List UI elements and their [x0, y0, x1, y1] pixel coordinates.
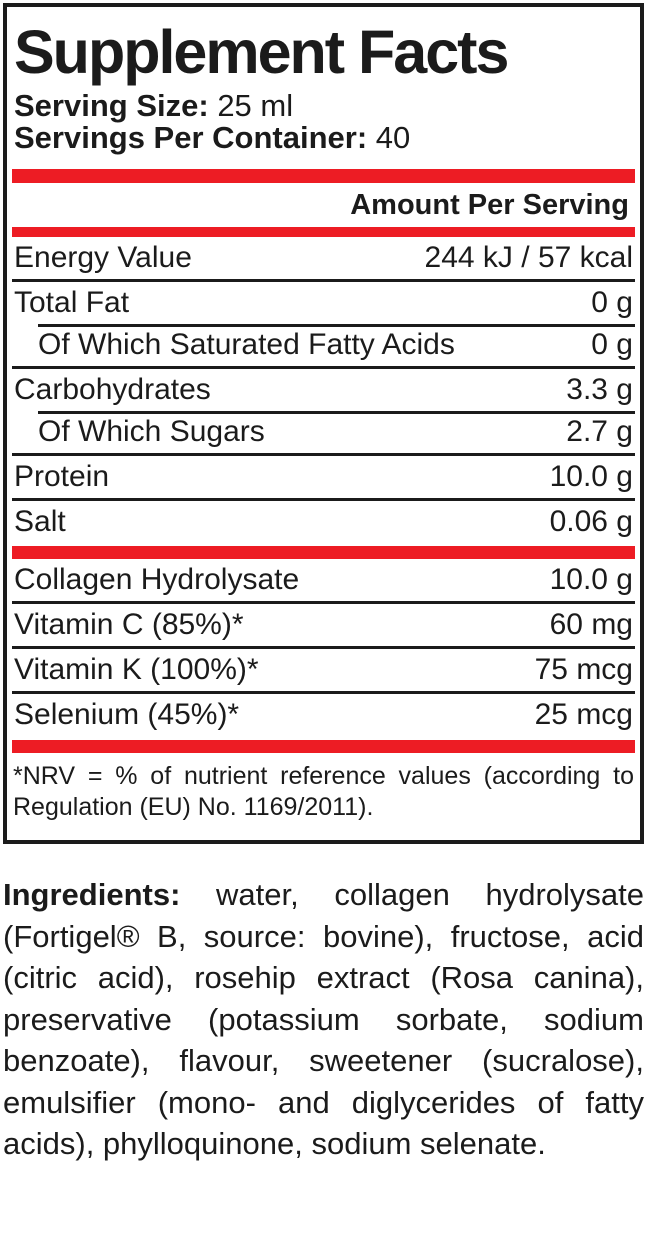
nutrient-value: 0.06 g	[549, 505, 633, 538]
active-rows: Collagen Hydrolysate 10.0 g Vitamin C (85%…	[12, 559, 635, 736]
nutrient-name: Salt	[14, 505, 66, 538]
nutrient-value: 75 mcg	[534, 653, 633, 686]
nutrient-row: Salt 0.06 g	[12, 498, 635, 543]
red-divider-mid	[12, 546, 635, 559]
nutrient-value: 2.7 g	[566, 415, 633, 448]
nutrient-row: Carbohydrates 3.3 g	[12, 366, 635, 411]
amount-per-serving-header: Amount Per Serving	[350, 189, 629, 221]
nutrient-name: Protein	[14, 460, 110, 493]
nutrient-value: 0 g	[591, 328, 633, 361]
nutrient-value: 244 kJ / 57 kcal	[424, 241, 633, 274]
nutrient-name: Selenium (45%)*	[14, 698, 240, 731]
nutrient-name: Of Which Sugars	[38, 415, 265, 448]
nutrient-row: Of Which Saturated Fatty Acids 0 g	[12, 324, 635, 366]
nutrient-row: Of Which Sugars 2.7 g	[12, 411, 635, 453]
nutrient-name: Vitamin K (100%)*	[14, 653, 259, 686]
facts-title: Supplement Facts	[14, 18, 509, 86]
nutrient-value: 3.3 g	[566, 373, 633, 406]
red-divider-bottom	[12, 740, 635, 753]
nutrient-row: Collagen Hydrolysate 10.0 g	[12, 559, 635, 601]
nutrient-row: Vitamin K (100%)* 75 mcg	[12, 646, 635, 691]
nutrient-value: 0 g	[591, 286, 633, 319]
nutrient-name: Of Which Saturated Fatty Acids	[38, 328, 455, 361]
nutrient-value: 10.0 g	[549, 563, 633, 596]
nutrient-name: Vitamin C (85%)*	[14, 608, 244, 641]
nutrient-row: Selenium (45%)* 25 mcg	[12, 691, 635, 736]
nutrient-value: 60 mg	[549, 608, 633, 641]
nutrient-row: Total Fat 0 g	[12, 279, 635, 324]
nutrient-row: Protein 10.0 g	[12, 453, 635, 498]
serving-size-label: Serving Size:	[14, 88, 209, 123]
servings-per-container-value: 40	[375, 120, 411, 155]
nutrient-value: 25 mcg	[534, 698, 633, 731]
serving-size-value: 25 ml	[217, 88, 294, 123]
supplement-facts-panel: Supplement Facts Serving Size: 25 ml Ser…	[3, 3, 644, 844]
nutrient-name: Carbohydrates	[14, 373, 211, 406]
nutrient-name: Total Fat	[14, 286, 130, 319]
nutrient-row: Energy Value 244 kJ / 57 kcal	[12, 237, 635, 279]
red-divider-top	[12, 169, 635, 183]
ingredients-paragraph: Ingredients: water, collagen hydrolysate…	[3, 874, 644, 1165]
serving-size-line: Serving Size: 25 ml	[14, 90, 635, 122]
red-divider-header	[12, 227, 635, 237]
servings-per-container-line: Servings Per Container: 40	[14, 122, 635, 154]
ingredients-label: Ingredients:	[3, 877, 181, 912]
macro-rows: Energy Value 244 kJ / 57 kcal Total Fat 0 g…	[12, 237, 635, 543]
ingredients-text: water, collagen hydrolysate (Fortigel® B…	[3, 877, 644, 1161]
nutrient-value: 10.0 g	[549, 460, 633, 493]
nutrient-name: Energy Value	[14, 241, 192, 274]
nutrient-row: Vitamin C (85%)* 60 mg	[12, 601, 635, 646]
nutrient-name: Collagen Hydrolysate	[14, 563, 300, 596]
servings-per-container-label: Servings Per Container:	[14, 120, 368, 155]
nrv-footnote: *NRV = % of nutrient reference values (a…	[13, 762, 634, 821]
